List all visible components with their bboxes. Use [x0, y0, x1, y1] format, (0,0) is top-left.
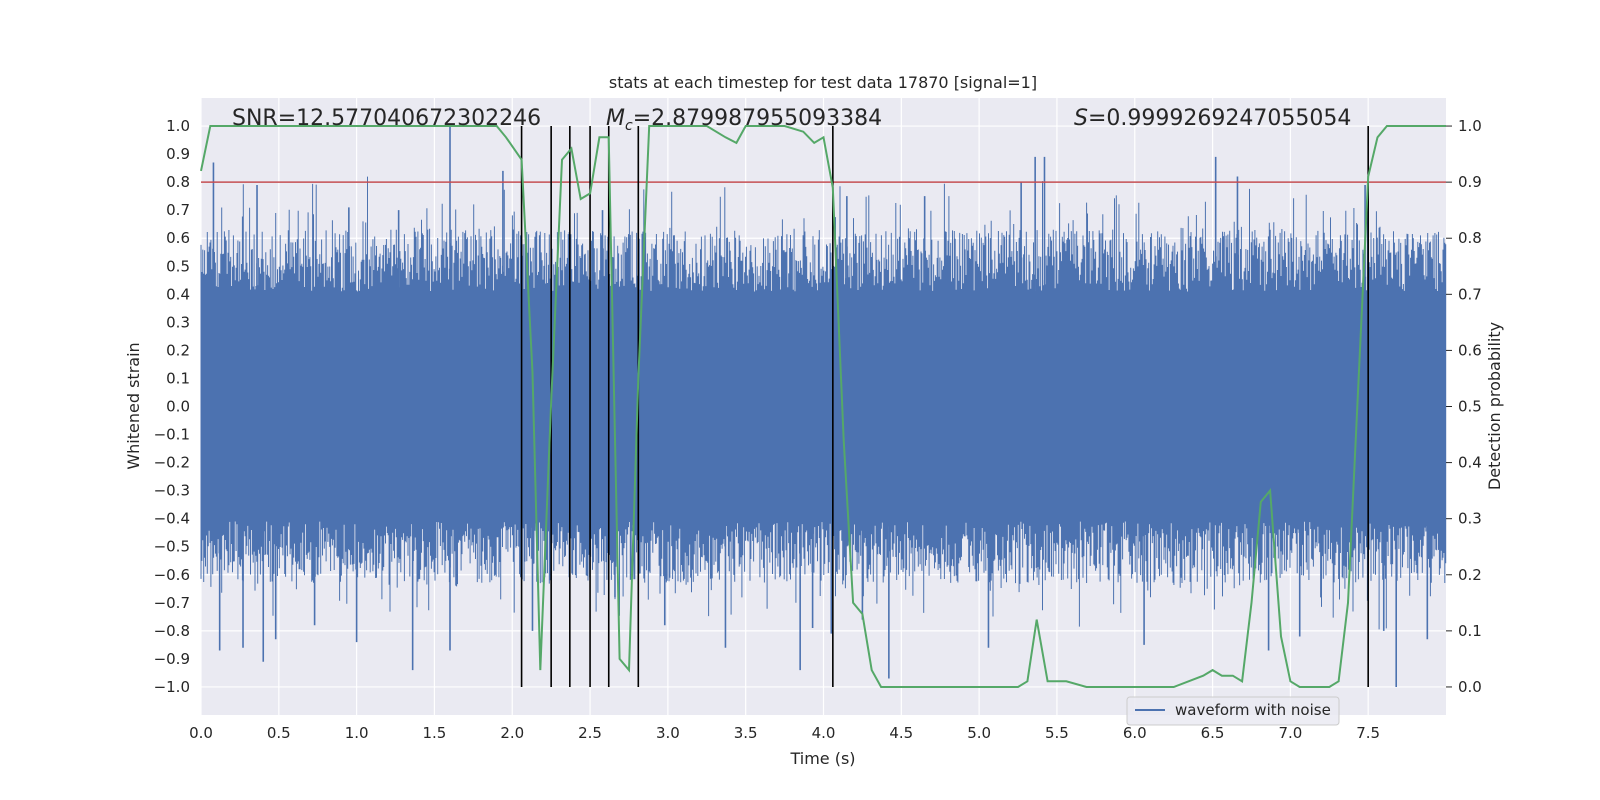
y2-tick-label: 0.9 [1458, 173, 1482, 191]
x-tick-label: 2.0 [500, 724, 524, 742]
x-tick-label: 0.0 [189, 724, 213, 742]
score-annotation: S=0.9999269247055054 [1074, 106, 1351, 131]
x-tick-label: 7.0 [1278, 724, 1302, 742]
y2-tick-label: 1.0 [1458, 117, 1482, 135]
y-tick-label: −0.4 [154, 510, 190, 528]
y-tick-label: 0.0 [166, 398, 190, 416]
x-tick-label: 5.0 [967, 724, 991, 742]
y-tick-label: −0.1 [154, 426, 190, 444]
y2-tick-label: 0.6 [1458, 341, 1482, 359]
detection-probability-line [200, 125, 1446, 688]
chart-title: stats at each timestep for test data 178… [609, 73, 1037, 92]
chirp-mass-annotation: Mc=2.879987955093384 [606, 106, 882, 134]
waveform-noise [200, 176, 1447, 630]
legend-box [1126, 696, 1340, 726]
waveform-series [200, 126, 1447, 687]
x-tick-label: 2.5 [578, 724, 602, 742]
y2-tick-label: 0.2 [1458, 566, 1482, 584]
x-tick-label: 3.0 [656, 724, 680, 742]
y-tick-label: −0.8 [154, 622, 190, 640]
y2-axis-ticks: 1.0 0.9 0.8 0.7 0.6 0.5 0.4 0.3 0.2 0.1 0.0 [1446, 117, 1482, 696]
x-tick-label: 3.5 [734, 724, 758, 742]
score-symbol: S [1074, 106, 1088, 131]
legend-entry-waveform: waveform with noise [1175, 701, 1331, 719]
x-tick-label: 1.0 [345, 724, 369, 742]
y2-tick-label: 0.7 [1458, 285, 1482, 303]
chirp-mass-value: =2.879987955093384 [633, 106, 882, 131]
y2-tick-label: 0.3 [1458, 510, 1482, 528]
x-tick-label: 6.0 [1123, 724, 1147, 742]
y-axis-label: Whitened strain [124, 342, 143, 469]
detection-probability-series [200, 125, 1446, 688]
y-tick-label: 0.2 [166, 341, 190, 359]
y-tick-label: −0.6 [154, 566, 190, 584]
score-value: =0.9999269247055054 [1088, 106, 1351, 131]
x-tick-label: 1.5 [423, 724, 447, 742]
y-tick-label: −0.7 [154, 594, 190, 612]
y-tick-label: −0.5 [154, 538, 190, 556]
x-axis-label: Time (s) [789, 749, 855, 768]
x-tick-label: 4.0 [812, 724, 836, 742]
chirp-mass-symbol: M [606, 106, 625, 131]
y-tick-label: 0.8 [166, 173, 190, 191]
y2-tick-label: 0.5 [1458, 398, 1482, 416]
x-tick-label: 0.5 [267, 724, 291, 742]
y-tick-label: 1.0 [166, 117, 190, 135]
y-tick-label: 0.6 [166, 229, 190, 247]
x-axis-ticks: 0.0 0.5 1.0 1.5 2.0 2.5 3.0 3.5 4.0 4.5 5.0 5.5 6.0 6… [189, 724, 1380, 742]
y-tick-label: 0.9 [166, 145, 190, 163]
x-tick-label: 6.5 [1201, 724, 1225, 742]
y-axis-ticks: 1.0 0.9 0.8 0.7 0.6 0.5 0.4 0.3 0.2 0.1 0.0 −0.1 −0.… [154, 117, 190, 696]
y-tick-label: 0.3 [166, 313, 190, 331]
y-tick-label: −1.0 [154, 678, 190, 696]
y2-axis-label: Detection probability [1485, 322, 1504, 490]
y2-tick-label: 0.8 [1458, 229, 1482, 247]
y2-tick-label: 0.4 [1458, 454, 1482, 472]
y-tick-label: 0.5 [166, 257, 190, 275]
y-tick-label: −0.2 [154, 454, 190, 472]
y2-tick-label: 0.0 [1458, 678, 1482, 696]
y2-tick-label: 0.1 [1458, 622, 1482, 640]
y-tick-label: −0.9 [154, 650, 190, 668]
x-tick-label: 7.5 [1356, 724, 1380, 742]
legend: waveform with noise [1126, 696, 1340, 726]
y-tick-label: −0.3 [154, 482, 190, 500]
x-tick-label: 5.5 [1045, 724, 1069, 742]
y-tick-label: 0.1 [166, 369, 190, 387]
snr-annotation: SNR=12.577040672302246 [232, 106, 541, 131]
chirp-mass-subscript: c [625, 118, 633, 134]
x-tick-label: 4.5 [889, 724, 913, 742]
y-tick-label: 0.4 [166, 285, 190, 303]
y-tick-label: 0.7 [166, 201, 190, 219]
